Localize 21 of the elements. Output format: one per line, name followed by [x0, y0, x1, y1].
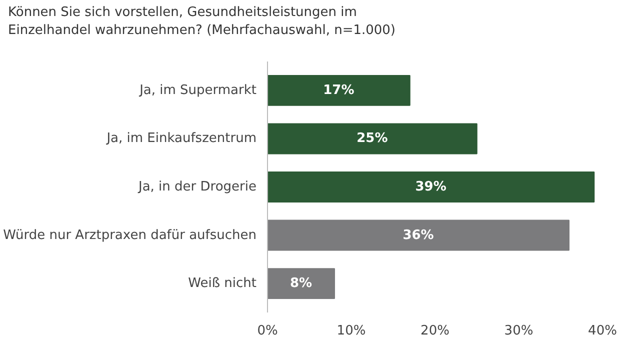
- bar: [268, 172, 595, 202]
- data-label: 39%: [415, 180, 446, 194]
- data-label: 25%: [356, 131, 388, 146]
- chart-title: Können Sie sich vorstellen, Gesundheitsleistungen im Einzelhandel wahrzunehmen? (Mehrfachauswahl, n=1.000): [8, 4, 397, 40]
- y-tick-label: Ja, in der Drogerie: [137, 180, 257, 194]
- bar: [268, 75, 410, 106]
- data-label: 17%: [323, 82, 354, 98]
- y-tick-label: Ja, im Einkaufszentrum: [106, 131, 257, 146]
- bar: [268, 220, 570, 251]
- data-label: 36%: [402, 228, 434, 243]
- bar: [268, 123, 478, 154]
- y-tick-label: Würde nur Arztpraxen dafür aufsuchen: [3, 228, 257, 243]
- x-tick-label: 20%: [420, 324, 450, 338]
- y-tick-label: Weiß nicht: [188, 276, 256, 292]
- x-tick-label: 0%: [257, 324, 278, 338]
- x-tick-label: 40%: [588, 324, 617, 338]
- y-tick-label: Ja, im Supermarkt: [138, 82, 257, 98]
- x-tick-label: 10%: [336, 324, 366, 338]
- data-label: 8%: [290, 276, 312, 292]
- bar: [268, 268, 335, 299]
- x-tick-label: 30%: [504, 324, 534, 338]
